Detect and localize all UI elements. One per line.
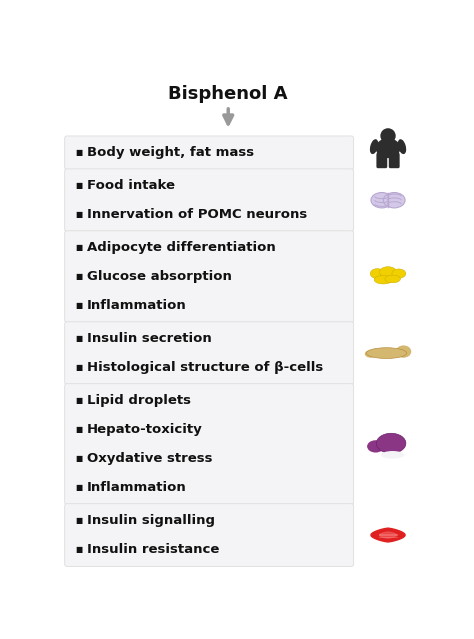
Text: Inflammation: Inflammation	[87, 299, 187, 312]
Ellipse shape	[370, 268, 384, 279]
Text: ■: ■	[76, 425, 83, 434]
Ellipse shape	[367, 440, 384, 452]
Polygon shape	[380, 532, 397, 538]
Ellipse shape	[371, 140, 378, 153]
Ellipse shape	[399, 140, 405, 153]
Text: ■: ■	[76, 363, 83, 372]
Text: Glucose absorption: Glucose absorption	[87, 270, 232, 283]
Ellipse shape	[376, 139, 400, 157]
Text: Oxydative stress: Oxydative stress	[87, 452, 213, 465]
Polygon shape	[371, 528, 405, 542]
Text: ■: ■	[76, 334, 83, 343]
FancyBboxPatch shape	[376, 153, 387, 168]
Text: ■: ■	[76, 272, 83, 281]
Text: Food intake: Food intake	[87, 179, 175, 192]
Text: ■: ■	[76, 483, 83, 492]
Text: ■: ■	[76, 301, 83, 310]
Text: ■: ■	[76, 454, 83, 463]
Ellipse shape	[366, 348, 407, 358]
Ellipse shape	[381, 451, 404, 459]
FancyBboxPatch shape	[64, 504, 354, 566]
Text: Inflammation: Inflammation	[87, 481, 187, 494]
Ellipse shape	[385, 275, 401, 283]
Text: Insulin resistance: Insulin resistance	[87, 543, 219, 556]
FancyBboxPatch shape	[64, 169, 354, 231]
Text: Lipid droplets: Lipid droplets	[87, 394, 191, 407]
Ellipse shape	[392, 269, 406, 278]
Ellipse shape	[365, 350, 377, 358]
Text: Histological structure of β-cells: Histological structure of β-cells	[87, 361, 323, 374]
Ellipse shape	[383, 192, 405, 208]
Text: ■: ■	[76, 148, 83, 157]
Text: Insulin signalling: Insulin signalling	[87, 514, 215, 527]
Text: ■: ■	[76, 396, 83, 405]
FancyBboxPatch shape	[64, 231, 354, 323]
FancyBboxPatch shape	[64, 383, 354, 504]
Text: ■: ■	[76, 545, 83, 554]
Text: Insulin secretion: Insulin secretion	[87, 332, 212, 345]
Circle shape	[381, 129, 395, 142]
Text: ■: ■	[76, 210, 83, 219]
Text: ■: ■	[76, 516, 83, 525]
Ellipse shape	[371, 192, 392, 208]
FancyBboxPatch shape	[64, 136, 354, 169]
Text: Bisphenol A: Bisphenol A	[168, 84, 288, 103]
FancyBboxPatch shape	[64, 322, 354, 385]
Text: ■: ■	[76, 243, 83, 252]
Text: ■: ■	[76, 181, 83, 190]
FancyBboxPatch shape	[389, 153, 400, 168]
Text: Adipocyte differentiation: Adipocyte differentiation	[87, 241, 276, 254]
Ellipse shape	[374, 275, 392, 284]
Ellipse shape	[380, 266, 397, 277]
Text: Innervation of POMC neurons: Innervation of POMC neurons	[87, 208, 308, 221]
Ellipse shape	[396, 346, 411, 358]
Text: Body weight, fat mass: Body weight, fat mass	[87, 146, 254, 159]
Ellipse shape	[376, 433, 406, 453]
Text: Hepato-toxicity: Hepato-toxicity	[87, 423, 203, 436]
